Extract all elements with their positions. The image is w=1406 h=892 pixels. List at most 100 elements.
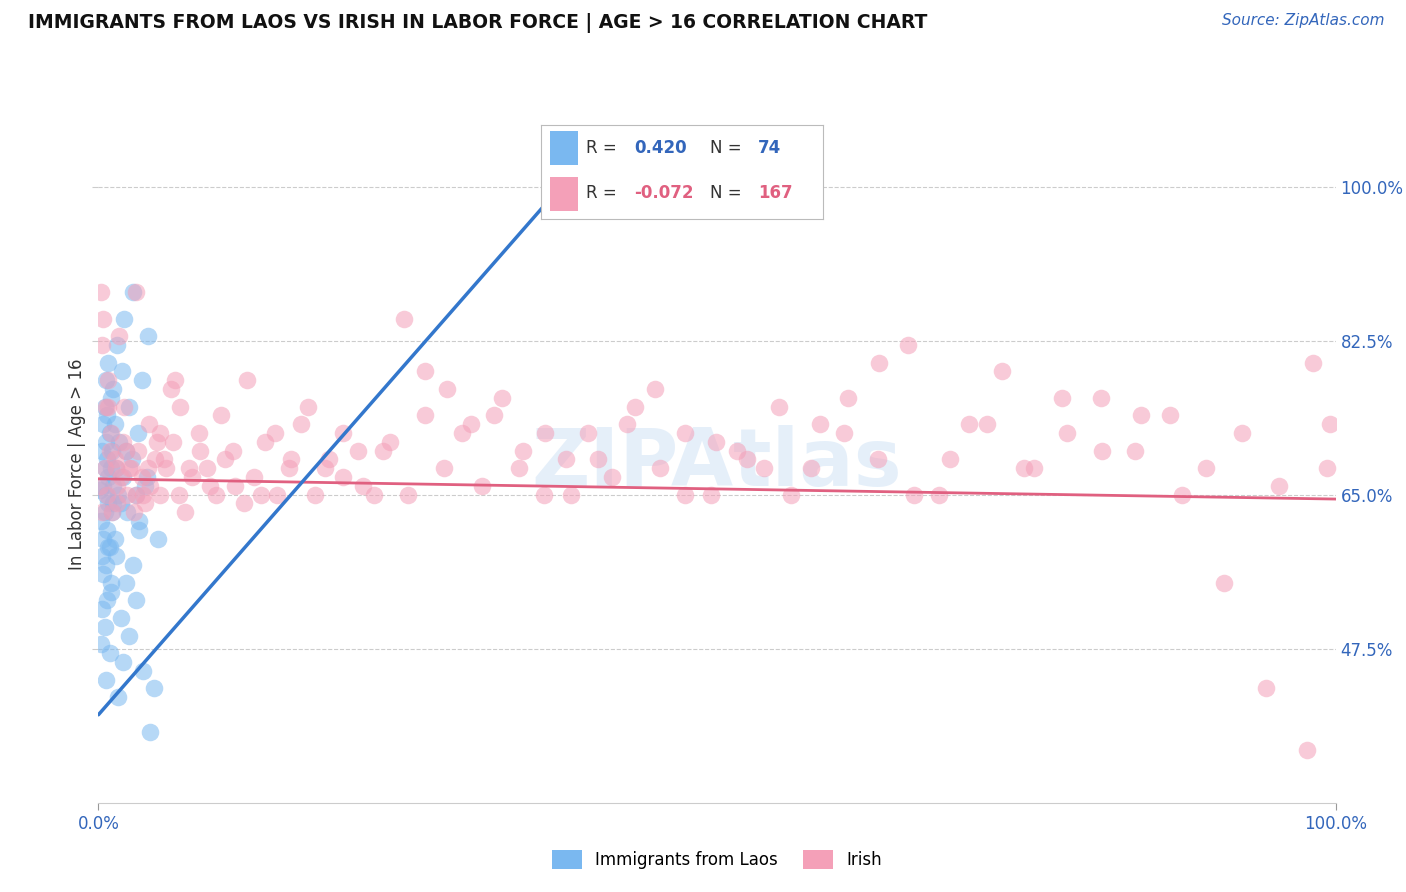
Point	[96, 593, 118, 607]
Point	[149, 488, 172, 502]
Point	[224, 479, 246, 493]
Point	[616, 417, 638, 432]
Point	[107, 690, 129, 705]
Point	[124, 285, 146, 300]
Point	[136, 461, 159, 475]
Point	[673, 488, 696, 502]
Point	[101, 443, 124, 458]
Point	[111, 364, 134, 378]
Point	[101, 505, 124, 519]
Point	[304, 488, 326, 502]
Point	[1123, 443, 1146, 458]
Point	[100, 584, 122, 599]
Point	[169, 400, 191, 414]
Point	[868, 355, 890, 369]
Point	[167, 488, 190, 502]
Point	[100, 391, 122, 405]
Point	[938, 452, 960, 467]
Point	[768, 400, 790, 414]
Point	[112, 655, 135, 669]
Point	[93, 505, 115, 519]
Point	[555, 452, 578, 467]
Point	[96, 452, 118, 467]
Point	[508, 461, 530, 475]
Point	[93, 461, 115, 475]
Point	[94, 558, 117, 573]
Point	[114, 443, 136, 458]
Point	[122, 285, 145, 300]
Point	[195, 461, 218, 475]
Point	[103, 417, 125, 432]
Point	[188, 443, 211, 458]
Point	[976, 417, 998, 432]
Point	[800, 461, 823, 475]
Point	[122, 558, 145, 573]
Point	[866, 452, 889, 467]
Point	[89, 479, 111, 493]
Point	[1090, 391, 1112, 405]
Point	[533, 488, 555, 502]
Point	[94, 400, 117, 414]
Point	[91, 443, 114, 458]
Point	[153, 452, 176, 467]
Text: N =: N =	[710, 139, 741, 157]
Point	[97, 470, 120, 484]
Point	[100, 575, 122, 590]
Point	[103, 496, 125, 510]
Point	[780, 488, 803, 502]
Point	[131, 470, 153, 484]
Point	[121, 452, 143, 467]
Point	[1230, 425, 1253, 440]
Point	[124, 505, 146, 519]
Point	[100, 425, 122, 440]
Point	[110, 470, 132, 484]
Point	[90, 285, 112, 300]
Point	[644, 382, 666, 396]
Point	[735, 452, 758, 467]
Point	[136, 329, 159, 343]
Point	[433, 461, 456, 475]
Point	[1091, 443, 1114, 458]
Point	[392, 311, 415, 326]
Point	[380, 434, 402, 449]
Text: IMMIGRANTS FROM LAOS VS IRISH IN LABOR FORCE | AGE > 16 CORRELATION CHART: IMMIGRANTS FROM LAOS VS IRISH IN LABOR F…	[28, 13, 928, 33]
Point	[1302, 355, 1324, 369]
Text: 167: 167	[758, 185, 793, 202]
Point	[103, 532, 125, 546]
Point	[808, 417, 831, 432]
Point	[700, 488, 723, 502]
Point	[484, 409, 506, 423]
Point	[120, 461, 142, 475]
Point	[162, 434, 184, 449]
Point	[103, 479, 125, 493]
Point	[290, 417, 312, 432]
Point	[650, 461, 672, 475]
Point	[112, 434, 135, 449]
Point	[1268, 479, 1291, 493]
Point	[132, 664, 155, 678]
Point	[112, 470, 135, 484]
Point	[93, 566, 115, 581]
Point	[1159, 409, 1181, 423]
Point	[124, 488, 146, 502]
Point	[105, 479, 128, 493]
Point	[127, 443, 149, 458]
Point	[451, 425, 474, 440]
Point	[177, 461, 200, 475]
Point	[332, 470, 354, 484]
Point	[110, 611, 132, 625]
Point	[112, 311, 135, 326]
Text: ZIPAtlas: ZIPAtlas	[531, 425, 903, 503]
Point	[128, 514, 150, 528]
Text: Source: ZipAtlas.com: Source: ZipAtlas.com	[1222, 13, 1385, 29]
Point	[363, 488, 385, 502]
Point	[146, 532, 169, 546]
Point	[98, 425, 121, 440]
Point	[132, 488, 155, 502]
Point	[1213, 575, 1236, 590]
Point	[1130, 409, 1153, 423]
Point	[1256, 681, 1278, 696]
Point	[98, 443, 121, 458]
Point	[90, 514, 112, 528]
Text: 0.420: 0.420	[634, 139, 686, 157]
